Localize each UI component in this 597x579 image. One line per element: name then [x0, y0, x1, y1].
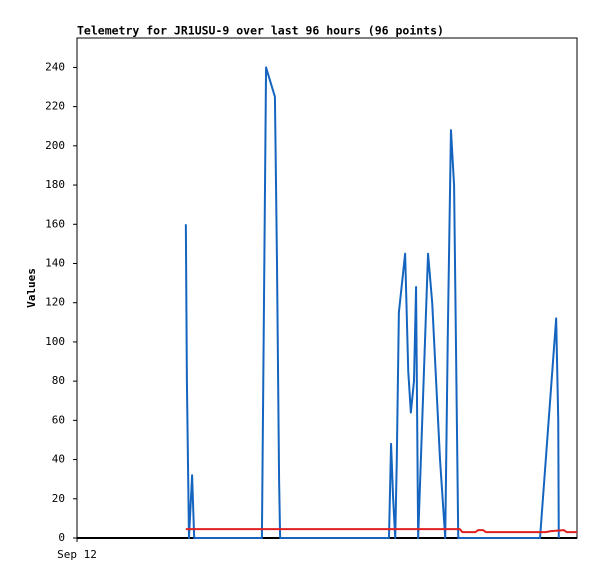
- y-tick-label: 0: [58, 531, 65, 544]
- y-tick-label: 100: [45, 335, 65, 348]
- plot-frame: [76, 37, 578, 539]
- y-tick-label: 120: [45, 296, 65, 309]
- y-tick-label: 160: [45, 217, 65, 230]
- y-tick-label: 200: [45, 139, 65, 152]
- y-tick-label: 60: [52, 413, 65, 426]
- y-tick-label: 40: [52, 453, 65, 466]
- x-tick-label: Sep 12: [57, 548, 97, 561]
- series-line: [185, 528, 577, 534]
- y-tick-label: 20: [52, 492, 65, 505]
- y-axis-label: Values: [25, 268, 38, 308]
- y-tick-label: 80: [52, 374, 65, 387]
- y-tick-label: 140: [45, 256, 65, 269]
- chart-title: Telemetry for JR1USU-9 over last 96 hour…: [77, 24, 444, 38]
- y-tick-label: 220: [45, 100, 65, 113]
- y-tick-label: 240: [45, 60, 65, 73]
- y-tick-label: 180: [45, 178, 65, 191]
- series-line: [184, 66, 560, 539]
